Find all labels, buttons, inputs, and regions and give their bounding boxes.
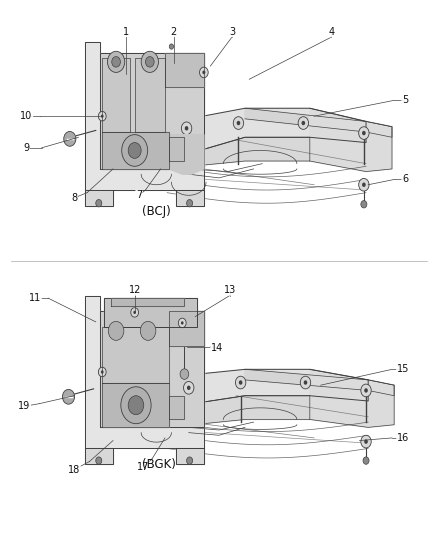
Circle shape [301, 121, 305, 125]
Circle shape [64, 132, 76, 146]
Text: 19: 19 [18, 401, 31, 411]
Text: (BGK): (BGK) [141, 458, 175, 471]
Polygon shape [102, 327, 169, 383]
Circle shape [185, 126, 188, 131]
Polygon shape [102, 58, 131, 132]
Polygon shape [134, 58, 165, 132]
Circle shape [187, 385, 191, 390]
Polygon shape [245, 369, 394, 395]
Text: 9: 9 [24, 143, 30, 153]
Circle shape [133, 311, 136, 314]
Polygon shape [85, 295, 204, 448]
Text: 2: 2 [170, 27, 177, 37]
Polygon shape [111, 298, 184, 306]
Text: 10: 10 [21, 111, 33, 121]
Polygon shape [100, 53, 204, 169]
Circle shape [359, 127, 369, 140]
Polygon shape [169, 138, 184, 161]
Circle shape [140, 321, 156, 341]
Circle shape [128, 395, 144, 415]
Text: 1: 1 [123, 27, 129, 37]
Circle shape [180, 369, 189, 379]
Polygon shape [85, 190, 113, 206]
Circle shape [363, 457, 369, 464]
Circle shape [362, 131, 366, 135]
Polygon shape [145, 108, 366, 161]
Circle shape [237, 121, 240, 125]
Text: 14: 14 [211, 343, 223, 353]
Circle shape [359, 179, 369, 191]
Polygon shape [100, 311, 204, 427]
Circle shape [200, 67, 208, 78]
Circle shape [364, 439, 368, 444]
Polygon shape [245, 108, 392, 138]
Text: 17: 17 [137, 462, 149, 472]
Circle shape [108, 321, 124, 341]
Circle shape [101, 115, 104, 118]
Circle shape [99, 367, 106, 377]
Text: 3: 3 [229, 27, 235, 37]
Polygon shape [176, 190, 204, 206]
Polygon shape [148, 138, 310, 174]
Text: 11: 11 [29, 293, 41, 303]
Circle shape [233, 117, 244, 130]
Text: 13: 13 [224, 285, 236, 295]
Polygon shape [310, 108, 392, 172]
Polygon shape [169, 135, 204, 174]
Circle shape [184, 382, 194, 394]
Circle shape [362, 182, 366, 187]
Text: 8: 8 [71, 193, 77, 203]
Polygon shape [150, 395, 310, 433]
Circle shape [178, 318, 186, 328]
Polygon shape [176, 448, 204, 464]
Circle shape [236, 376, 246, 389]
Circle shape [131, 308, 138, 317]
Circle shape [107, 51, 125, 72]
Circle shape [96, 457, 102, 464]
Circle shape [101, 370, 104, 374]
Circle shape [361, 200, 367, 208]
Polygon shape [169, 311, 204, 345]
Circle shape [141, 51, 159, 72]
Circle shape [187, 457, 193, 464]
Circle shape [145, 56, 154, 67]
Circle shape [361, 384, 371, 397]
Circle shape [96, 199, 102, 207]
Circle shape [202, 70, 205, 74]
Text: 12: 12 [128, 285, 141, 295]
Circle shape [128, 142, 141, 158]
Circle shape [304, 381, 307, 385]
Text: 16: 16 [397, 433, 409, 443]
Circle shape [300, 376, 311, 389]
Circle shape [239, 381, 243, 385]
Polygon shape [148, 369, 368, 417]
Text: 7: 7 [136, 190, 142, 200]
Circle shape [187, 199, 193, 207]
Text: 18: 18 [68, 465, 80, 474]
Circle shape [361, 435, 371, 448]
Circle shape [364, 388, 368, 393]
Circle shape [63, 390, 74, 404]
Circle shape [181, 321, 184, 325]
Circle shape [169, 44, 173, 49]
Text: 15: 15 [396, 365, 409, 374]
Circle shape [298, 117, 308, 130]
Text: 6: 6 [402, 174, 408, 184]
Polygon shape [102, 383, 169, 427]
Polygon shape [104, 298, 198, 327]
Circle shape [112, 56, 120, 67]
Circle shape [121, 387, 151, 424]
Circle shape [99, 111, 106, 121]
Polygon shape [165, 53, 204, 87]
Polygon shape [310, 369, 394, 427]
Polygon shape [102, 132, 169, 169]
Text: 5: 5 [402, 95, 408, 106]
Circle shape [122, 135, 148, 166]
Polygon shape [85, 448, 113, 464]
Polygon shape [169, 395, 184, 419]
Text: (BCJ): (BCJ) [142, 205, 171, 217]
Text: 4: 4 [328, 27, 335, 37]
Polygon shape [85, 42, 204, 190]
Circle shape [181, 122, 192, 135]
